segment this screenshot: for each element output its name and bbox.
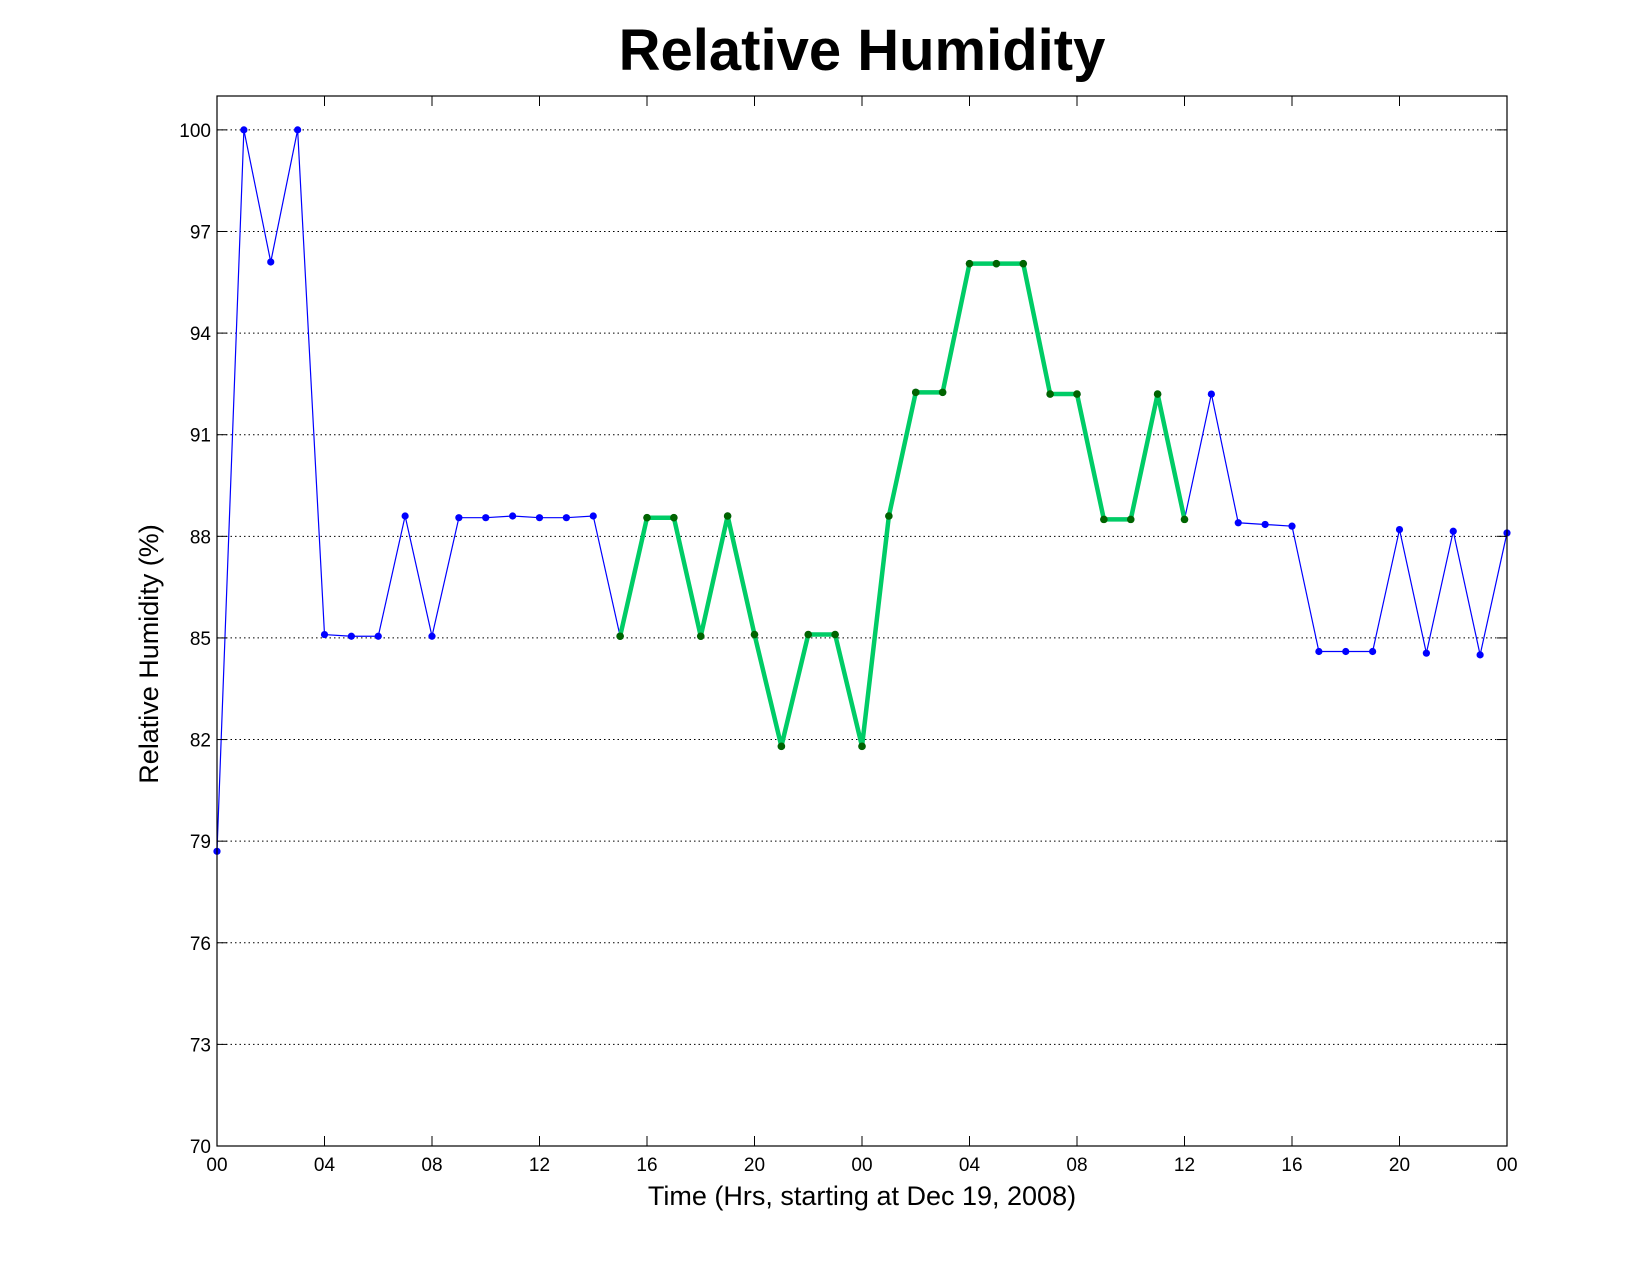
base-series-point	[401, 512, 409, 520]
x-axis-label: Time (Hrs, starting at Dec 19, 2008)	[648, 1181, 1076, 1211]
highlight-series-point	[1019, 259, 1028, 268]
chart-title: Relative Humidity	[619, 18, 1106, 83]
x-tick-label: 20	[1389, 1155, 1410, 1176]
base-series-point	[455, 514, 463, 522]
highlight-series-point	[616, 632, 624, 641]
base-series-point	[1476, 651, 1484, 659]
highlight-series-point	[804, 630, 813, 639]
highlight-series-point	[1073, 390, 1081, 398]
highlight-series-point	[1153, 390, 1162, 398]
base-series-point	[267, 258, 275, 266]
base-series-point	[294, 126, 302, 134]
highlight-series-point	[1100, 515, 1108, 524]
x-tick-label: 12	[1174, 1155, 1195, 1176]
highlight-series-point	[938, 388, 947, 397]
base-series-point	[1315, 647, 1323, 656]
y-tick-label: 73	[190, 1035, 211, 1056]
x-tick-label: 20	[744, 1155, 765, 1176]
x-tick-label: 00	[206, 1155, 227, 1176]
y-tick-label: 97	[190, 222, 211, 243]
y-tick-label: 85	[190, 629, 211, 650]
x-tick-label: 04	[314, 1155, 336, 1176]
plot-background	[217, 96, 1507, 1146]
y-tick-label: 91	[190, 426, 211, 447]
base-series-point	[1261, 520, 1269, 529]
series-layer	[213, 126, 1511, 855]
highlight-series-point	[643, 513, 651, 522]
y-tick-label: 100	[179, 121, 211, 142]
highlight-series-point	[911, 388, 920, 397]
highlight-series-line	[617, 261, 1187, 747]
highlight-series-point	[965, 259, 974, 268]
x-tick-label: 08	[1066, 1155, 1087, 1176]
base-series-point	[1395, 525, 1404, 534]
axis-ticks	[216, 96, 1508, 1147]
y-tick-label: 94	[190, 324, 212, 345]
base-series-point	[589, 512, 597, 520]
x-tick-label: 00	[1496, 1155, 1517, 1176]
plot-area	[213, 95, 1511, 1147]
highlight-series-point	[1180, 515, 1189, 524]
base-series-point	[240, 126, 248, 134]
x-tick-label: 16	[636, 1155, 657, 1176]
highlight-series-point	[696, 632, 705, 641]
highlight-series-point	[858, 742, 866, 751]
base-series-point	[1449, 527, 1457, 535]
base-series-point	[1369, 647, 1377, 656]
base-series-point	[374, 632, 382, 640]
x-tick-label: 08	[421, 1155, 442, 1176]
base-series-point	[1288, 522, 1296, 530]
y-tick-label: 88	[190, 527, 211, 548]
x-tick-label: 16	[1281, 1155, 1302, 1176]
highlight-series-point	[1046, 390, 1054, 398]
highlight-series-point	[723, 512, 732, 520]
highlight-series-point	[885, 512, 893, 520]
base-series-point	[509, 512, 517, 520]
base-series-point	[347, 632, 355, 640]
highlight-series-point	[831, 630, 839, 639]
base-series-point	[1207, 390, 1215, 398]
x-tick-label: 04	[959, 1155, 981, 1176]
x-tick-label: 00	[851, 1155, 872, 1176]
base-series-point	[1342, 647, 1350, 656]
base-series-point	[1422, 649, 1430, 657]
base-series-point	[320, 630, 329, 639]
highlight-series-point	[1126, 515, 1135, 524]
y-tick-label: 70	[190, 1137, 211, 1158]
base-series-point	[1234, 519, 1242, 527]
highlight-series-point	[992, 259, 1001, 268]
x-tick-label: 12	[529, 1155, 550, 1176]
base-series-point	[535, 514, 544, 522]
y-tick-label: 82	[190, 731, 211, 752]
highlight-series-point	[750, 630, 759, 639]
y-tick-label: 79	[190, 832, 211, 853]
y-tick-label: 76	[190, 934, 211, 955]
base-series-point	[482, 514, 490, 522]
base-series-point	[562, 514, 570, 522]
y-axis-label: Relative Humidity (%)	[134, 524, 164, 784]
highlight-series-point	[777, 742, 786, 751]
highlight-series-point	[670, 513, 678, 522]
base-series-point	[428, 632, 436, 640]
